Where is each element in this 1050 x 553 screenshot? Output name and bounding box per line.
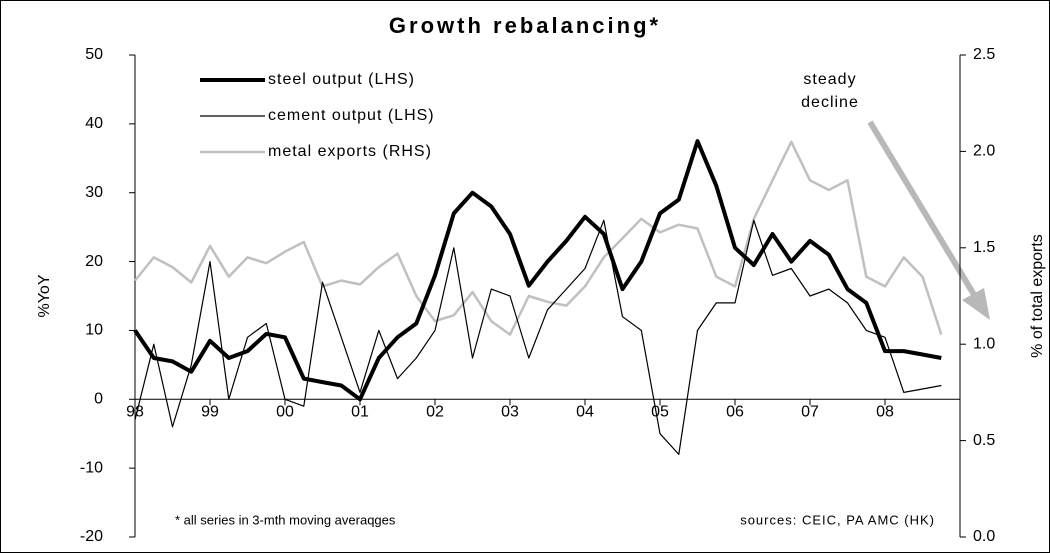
x-tick-label: 06 bbox=[726, 404, 744, 421]
y-tick-label: 20 bbox=[85, 253, 103, 270]
legend-label: metal exports (RHS) bbox=[268, 143, 432, 160]
y-tick-label: 30 bbox=[85, 184, 103, 201]
x-tick-label: 00 bbox=[276, 404, 294, 421]
arrow bbox=[867, 120, 979, 300]
y2-tick-label: 2.5 bbox=[973, 46, 995, 63]
y-axis-label: %YoY bbox=[36, 274, 53, 317]
legend-label: steel output (LHS) bbox=[268, 71, 415, 88]
x-tick-label: 01 bbox=[351, 404, 369, 421]
y-tick-label: 50 bbox=[85, 46, 103, 63]
legend-label: cement output (LHS) bbox=[268, 107, 435, 124]
annotation: decline bbox=[801, 94, 859, 111]
y-tick-label: -10 bbox=[80, 459, 103, 476]
source: sources: CEIC, PA AMC (HK) bbox=[740, 512, 935, 527]
y2-tick-label: 2.0 bbox=[973, 143, 995, 160]
x-tick-label: 08 bbox=[876, 404, 894, 421]
x-tick-label: 99 bbox=[201, 404, 219, 421]
series-line bbox=[133, 139, 942, 402]
y2-tick-label: 0.5 bbox=[973, 432, 995, 449]
arrow-head bbox=[962, 288, 990, 320]
y2-tick-label: 0.0 bbox=[973, 528, 995, 545]
x-tick-label: 04 bbox=[576, 404, 594, 421]
y-tick-label: 40 bbox=[85, 115, 103, 132]
y2-tick-label: 1.5 bbox=[973, 239, 995, 256]
footnote: * all series in 3-mth moving averaqges bbox=[175, 512, 396, 527]
x-tick-label: 03 bbox=[501, 404, 519, 421]
y-tick-label: -20 bbox=[80, 528, 103, 545]
x-tick-label: 05 bbox=[651, 404, 669, 421]
y2-axis-label: % of total exports bbox=[1029, 234, 1046, 358]
x-tick-label: 02 bbox=[426, 404, 444, 421]
x-tick-label: 07 bbox=[801, 404, 819, 421]
annotation: steady bbox=[803, 71, 856, 88]
y2-tick-label: 1.0 bbox=[973, 335, 995, 352]
series-line bbox=[134, 140, 943, 336]
y-tick-label: 0 bbox=[94, 391, 103, 408]
x-tick-label: 98 bbox=[126, 404, 144, 421]
y-tick-label: 10 bbox=[85, 322, 103, 339]
chart-title: Growth rebalancing* bbox=[389, 13, 661, 38]
